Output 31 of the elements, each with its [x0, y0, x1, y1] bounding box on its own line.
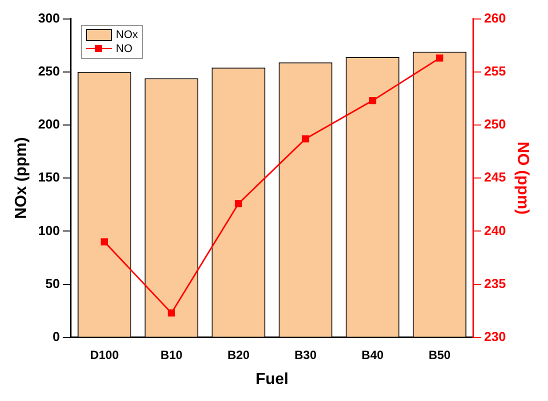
y2-tick-label: 250 [484, 116, 506, 132]
point [168, 309, 176, 317]
x-tick-label: B40 [362, 348, 384, 362]
y2-tick-label: 235 [484, 276, 506, 291]
y2-tick-label: 260 [484, 10, 506, 26]
x-tick-label: B10 [160, 348, 183, 362]
x-tick-label: D100 [90, 348, 120, 362]
y-tick-label: 100 [38, 222, 60, 238]
y2-tick-label: 240 [484, 222, 506, 238]
y-tick-label: 50 [45, 276, 60, 291]
y-axis-title: NOx (ppm) [13, 137, 30, 219]
point [302, 135, 310, 142]
y-tick-label: 300 [38, 10, 60, 26]
point [234, 200, 242, 208]
y2-axis-title: NO (ppm) [514, 142, 531, 215]
y-tick-label: 0 [52, 328, 60, 344]
y2-tick-label: 255 [484, 63, 506, 78]
y-tick-label: 200 [38, 116, 60, 132]
y-tick-label: 250 [38, 63, 60, 78]
x-tick-label: B30 [294, 348, 317, 362]
point [100, 238, 108, 246]
x-axis-title: Fuel [256, 370, 288, 388]
y-tick-label: 150 [38, 170, 60, 185]
point [436, 54, 444, 62]
x-tick-label: B20 [227, 348, 250, 362]
legend-label: NO [116, 42, 132, 55]
y2-tick-label: 230 [484, 328, 506, 344]
text: NOx [116, 28, 138, 41]
y2-tick-label: 245 [484, 170, 506, 185]
point [368, 96, 376, 104]
x-tick-label: B50 [428, 348, 451, 362]
